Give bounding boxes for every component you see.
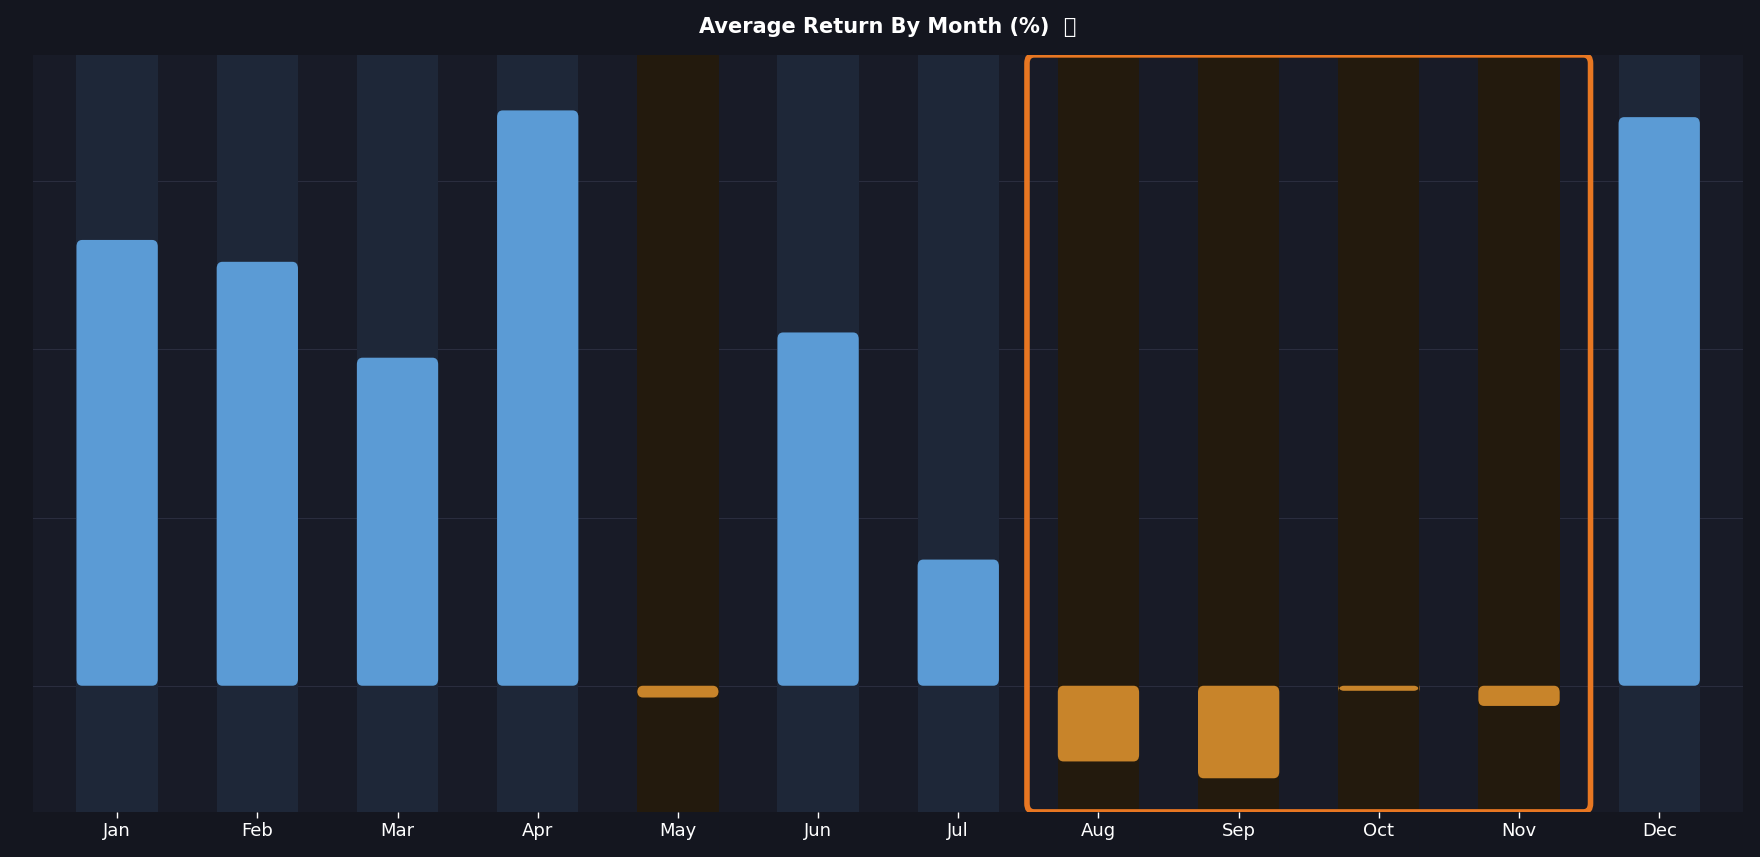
FancyBboxPatch shape — [496, 111, 579, 686]
Bar — [917, 55, 1000, 812]
Bar — [357, 55, 438, 812]
FancyBboxPatch shape — [637, 686, 718, 698]
Bar — [1058, 55, 1139, 812]
FancyBboxPatch shape — [917, 560, 1000, 686]
FancyBboxPatch shape — [778, 333, 859, 686]
Bar — [1199, 55, 1280, 812]
Bar — [1619, 55, 1700, 812]
FancyBboxPatch shape — [1619, 117, 1700, 686]
FancyBboxPatch shape — [1199, 686, 1280, 778]
Bar — [778, 55, 859, 812]
Bar — [76, 55, 158, 812]
Bar — [496, 55, 579, 812]
FancyBboxPatch shape — [1478, 686, 1559, 706]
FancyBboxPatch shape — [216, 261, 297, 686]
FancyBboxPatch shape — [76, 240, 158, 686]
Bar — [637, 55, 718, 812]
Bar — [216, 55, 297, 812]
FancyBboxPatch shape — [1338, 684, 1420, 692]
Bar — [1478, 55, 1559, 812]
FancyBboxPatch shape — [357, 357, 438, 686]
Title: Average Return By Month (%)  ❓: Average Return By Month (%) ❓ — [699, 16, 1077, 37]
FancyBboxPatch shape — [1058, 686, 1139, 762]
Bar — [1338, 55, 1420, 812]
